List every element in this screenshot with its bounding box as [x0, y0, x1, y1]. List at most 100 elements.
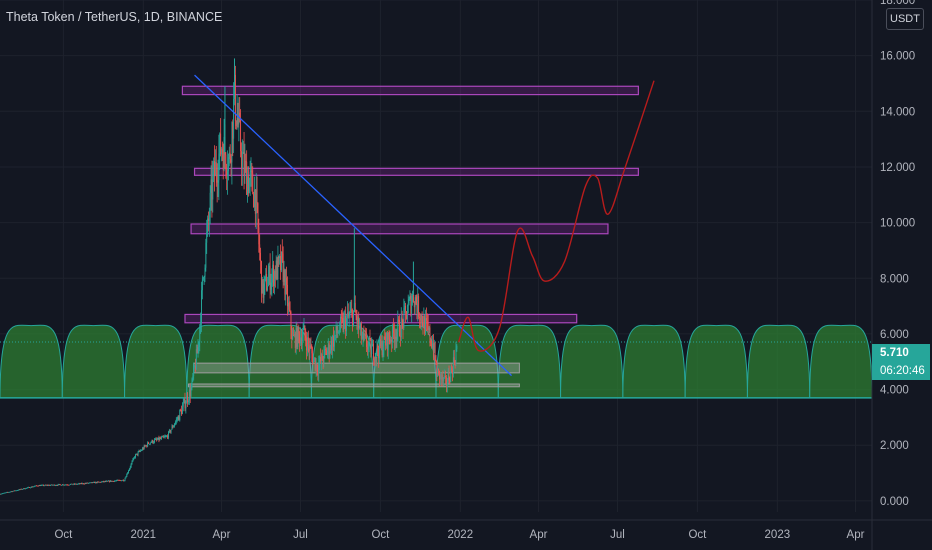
- candle-body: [380, 341, 382, 347]
- candle-body: [33, 486, 35, 488]
- candle-body: [323, 349, 325, 363]
- candle-body: [335, 326, 337, 335]
- candle-body: [362, 332, 364, 339]
- candle-body: [87, 482, 89, 484]
- candle-body: [84, 483, 86, 484]
- candle-body: [310, 345, 312, 348]
- candle-body: [406, 311, 407, 320]
- resistance-zone: [193, 167, 639, 176]
- x-tick-label: Jul: [293, 529, 308, 541]
- candle-body: [200, 323, 202, 326]
- candle-body: [306, 341, 308, 351]
- candle-body: [40, 485, 42, 487]
- candle-body: [223, 136, 225, 171]
- candle-body: [339, 329, 341, 333]
- candle-body: [373, 360, 375, 362]
- candle-body: [88, 482, 90, 484]
- candle-body: [299, 333, 301, 344]
- candle-body: [358, 317, 360, 329]
- drawings[interactable]: [194, 74, 655, 377]
- candle-body: [197, 347, 199, 354]
- candle-body: [326, 350, 328, 355]
- candle-body: [201, 279, 203, 291]
- candle-body: [152, 440, 154, 443]
- candle-body: [426, 320, 428, 324]
- candle-body: [34, 486, 36, 487]
- candle-body: [412, 294, 413, 303]
- candle-body: [419, 316, 420, 319]
- candle-body: [277, 256, 279, 280]
- candle-body: [167, 436, 169, 438]
- candle-body: [449, 380, 451, 383]
- candle-body: [143, 445, 145, 450]
- candle-body: [124, 478, 126, 481]
- candle-body: [279, 255, 281, 259]
- candle-body: [411, 302, 413, 314]
- candle-body: [56, 485, 57, 486]
- candle-body: [95, 482, 97, 483]
- candle-body: [383, 336, 385, 350]
- last-price-label: 5.710: [872, 344, 930, 362]
- candle-body: [274, 271, 275, 286]
- symbol-title[interactable]: Theta Token / TetherUS, 1D, BINANCE: [6, 10, 223, 24]
- candle-body: [108, 480, 110, 482]
- candle-body: [162, 436, 164, 438]
- candle-body: [427, 323, 429, 330]
- horizontal-zones[interactable]: [181, 85, 639, 388]
- candle-body: [422, 322, 424, 328]
- y-tick-label: 10.000: [880, 218, 915, 230]
- currency-badge[interactable]: USDT: [886, 8, 924, 30]
- y-tick-label: 6.000: [880, 329, 909, 341]
- candle-body: [135, 454, 136, 458]
- candle-body: [11, 491, 13, 493]
- candle-body: [305, 335, 307, 342]
- candle-body: [93, 482, 95, 483]
- cycle-arch: [497, 324, 562, 399]
- candle-body: [168, 431, 169, 438]
- descending-trendline: [194, 74, 513, 377]
- resistance-zone: [190, 223, 609, 235]
- candle-body: [168, 430, 170, 432]
- candle-body: [372, 343, 374, 347]
- candle-body: [442, 374, 444, 381]
- candle-body: [20, 488, 22, 490]
- candle-body: [318, 363, 320, 374]
- candle-body: [159, 438, 161, 441]
- candle-body: [188, 400, 189, 403]
- candle-body: [81, 483, 83, 484]
- candle-body: [65, 484, 67, 486]
- candle-body: [163, 436, 165, 438]
- cycle-arch: [0, 324, 63, 399]
- candle-body: [313, 357, 314, 363]
- candle-body: [85, 483, 87, 484]
- candle-body: [18, 489, 20, 491]
- candle-body: [246, 161, 248, 195]
- candle-body: [21, 488, 23, 490]
- y-tick-label: 0.000: [880, 496, 909, 508]
- candle-body: [67, 484, 69, 486]
- x-tick-label: 2021: [131, 529, 157, 541]
- x-tick-label: 2022: [448, 529, 474, 541]
- candle-body: [328, 343, 330, 355]
- candle-body: [432, 343, 434, 352]
- candle-body: [32, 486, 34, 488]
- candle-body: [131, 461, 133, 464]
- candle-body: [309, 345, 311, 351]
- candle-body: [121, 480, 123, 482]
- candle-body: [368, 337, 370, 345]
- candle-body: [134, 457, 136, 459]
- candle-body: [98, 481, 100, 483]
- candle-body: [251, 170, 253, 174]
- candle-body: [445, 375, 447, 378]
- bar-countdown-label: 06:20:46: [872, 362, 930, 380]
- candle-body: [190, 387, 192, 397]
- candle-body: [389, 339, 391, 342]
- candle-body: [29, 487, 31, 489]
- candle-body: [320, 357, 321, 362]
- candle-body: [376, 346, 378, 358]
- candlesticks: [0, 58, 458, 495]
- candle-body: [147, 442, 149, 447]
- candle-body: [166, 436, 168, 438]
- candle-body: [408, 298, 410, 304]
